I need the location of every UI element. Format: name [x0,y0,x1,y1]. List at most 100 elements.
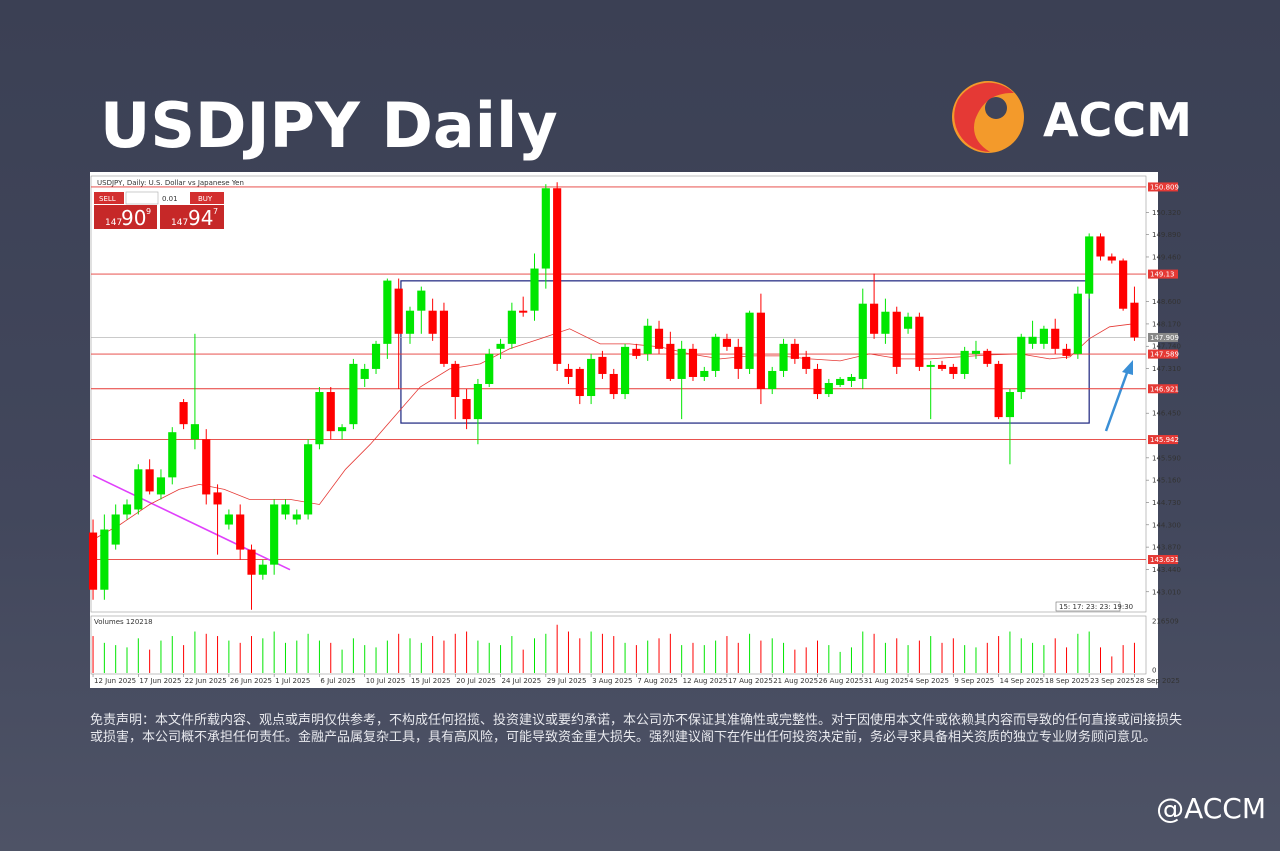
candle-body [802,356,811,369]
x-tick-label: 18 Sep 2025 [1045,677,1089,685]
candle-body [564,368,573,377]
buy-button[interactable] [190,192,224,204]
candle-body [915,316,924,367]
candle-body [779,343,788,371]
candle-body [462,399,471,420]
x-tick-label: 29 Jul 2025 [547,677,587,685]
x-tick-label: 21 Aug 2025 [773,677,818,685]
level-label: 146.921 [1150,385,1179,393]
candle-body [507,310,516,344]
level-tag [1148,555,1178,565]
brand: ACCM [1043,93,1192,147]
candle-body [937,364,947,369]
candle-body [598,356,607,374]
candle-body [960,350,969,374]
trade-panel: SELL 0.01 BUY 147 90 9 147 94 7 [94,191,224,230]
candle-body [1028,336,1037,344]
candle-body [768,370,777,390]
candle-body [1073,293,1082,354]
sell-price-box [94,205,157,229]
candle-body [892,311,901,367]
x-tick-label: 26 Aug 2025 [819,677,864,685]
candle-body [541,188,550,269]
candle-body [394,288,403,334]
candle-body [949,366,958,374]
trendline [92,474,291,571]
lot-value: 0.01 [162,195,178,203]
candle-body [122,504,132,515]
candle-body [202,439,211,495]
x-tick-label: 9 Sep 2025 [954,677,994,685]
candle-body [1039,328,1048,344]
candle-body [337,427,347,432]
x-tick-label: 10 Jul 2025 [366,677,406,685]
candle-body [428,310,437,334]
candle-body [926,364,935,367]
x-tick-label: 28 Sep 2025 [1135,677,1179,685]
y-tick-label: 143.440 [1152,566,1181,574]
candle-body [371,343,381,369]
sell-button[interactable] [94,192,124,204]
logo-hole [985,97,1007,119]
candle-body [360,368,369,379]
y-tick-label: 144.730 [1152,499,1181,507]
volume-label: Volumes 120218 [94,618,153,626]
candle-body [609,373,618,395]
candle-body [994,363,1003,418]
candle-body [1051,328,1060,349]
candle-body [326,392,335,432]
x-tick-label: 14 Sep 2025 [1000,677,1044,685]
arrow-shaft [1104,369,1130,432]
buy-price-big: 147 [171,218,188,228]
x-tick-label: 3 Aug 2025 [592,677,632,685]
candle-body [1005,392,1015,418]
y-tick-label: 145.590 [1152,454,1181,462]
x-tick-label: 7 Aug 2025 [637,677,677,685]
candle-body [100,529,109,590]
x-tick-label: 17 Jun 2025 [139,677,181,685]
x-tick-label: 4 Sep 2025 [909,677,949,685]
candle-body [722,338,732,347]
candle-body [734,346,743,369]
level-tag [1148,384,1178,394]
candle-body [1119,260,1128,309]
candle-body [632,348,641,356]
volume-frame [90,615,1147,675]
candle-body [677,348,686,379]
candle-body [247,549,256,575]
candle-body [179,402,188,425]
candle-body [349,363,358,425]
y-tick-label: 149.890 [1152,231,1181,239]
lot-box[interactable] [125,191,159,205]
logo-swoosh [954,82,1014,152]
candle-body [224,514,233,525]
candle-body [270,504,279,565]
candle-body [700,370,709,377]
candle-body [315,392,324,445]
chart-panel [90,172,1158,688]
candle-body [553,188,562,364]
volume-tick-label: 0 [1152,667,1156,675]
candle-body [790,343,799,359]
disclaimer: 免责声明：本文件所载内容、观点或声明仅供参考，不构成任何招揽、投资建议或要约承诺… [90,713,1183,745]
buy-price-frac: 7 [213,207,218,216]
candle-body [485,353,494,384]
candle-body [903,316,913,329]
candle-body [983,350,992,364]
candle-body [451,363,460,398]
y-tick-label: 143.870 [1152,544,1181,552]
candle-body [836,378,845,385]
x-tick-label: 23 Sep 2025 [1090,677,1134,685]
candle-body [666,343,675,379]
x-tick-label: 12 Aug 2025 [683,677,728,685]
sell-price-big: 147 [105,218,122,228]
y-tick-label: 143.010 [1152,588,1181,596]
range-box [400,280,1090,424]
candle-body [156,477,166,495]
candle-body [1107,256,1116,261]
candle-body [111,514,120,545]
candle-body [473,383,482,420]
candle-body [745,312,754,369]
countdown-box [1055,601,1121,612]
